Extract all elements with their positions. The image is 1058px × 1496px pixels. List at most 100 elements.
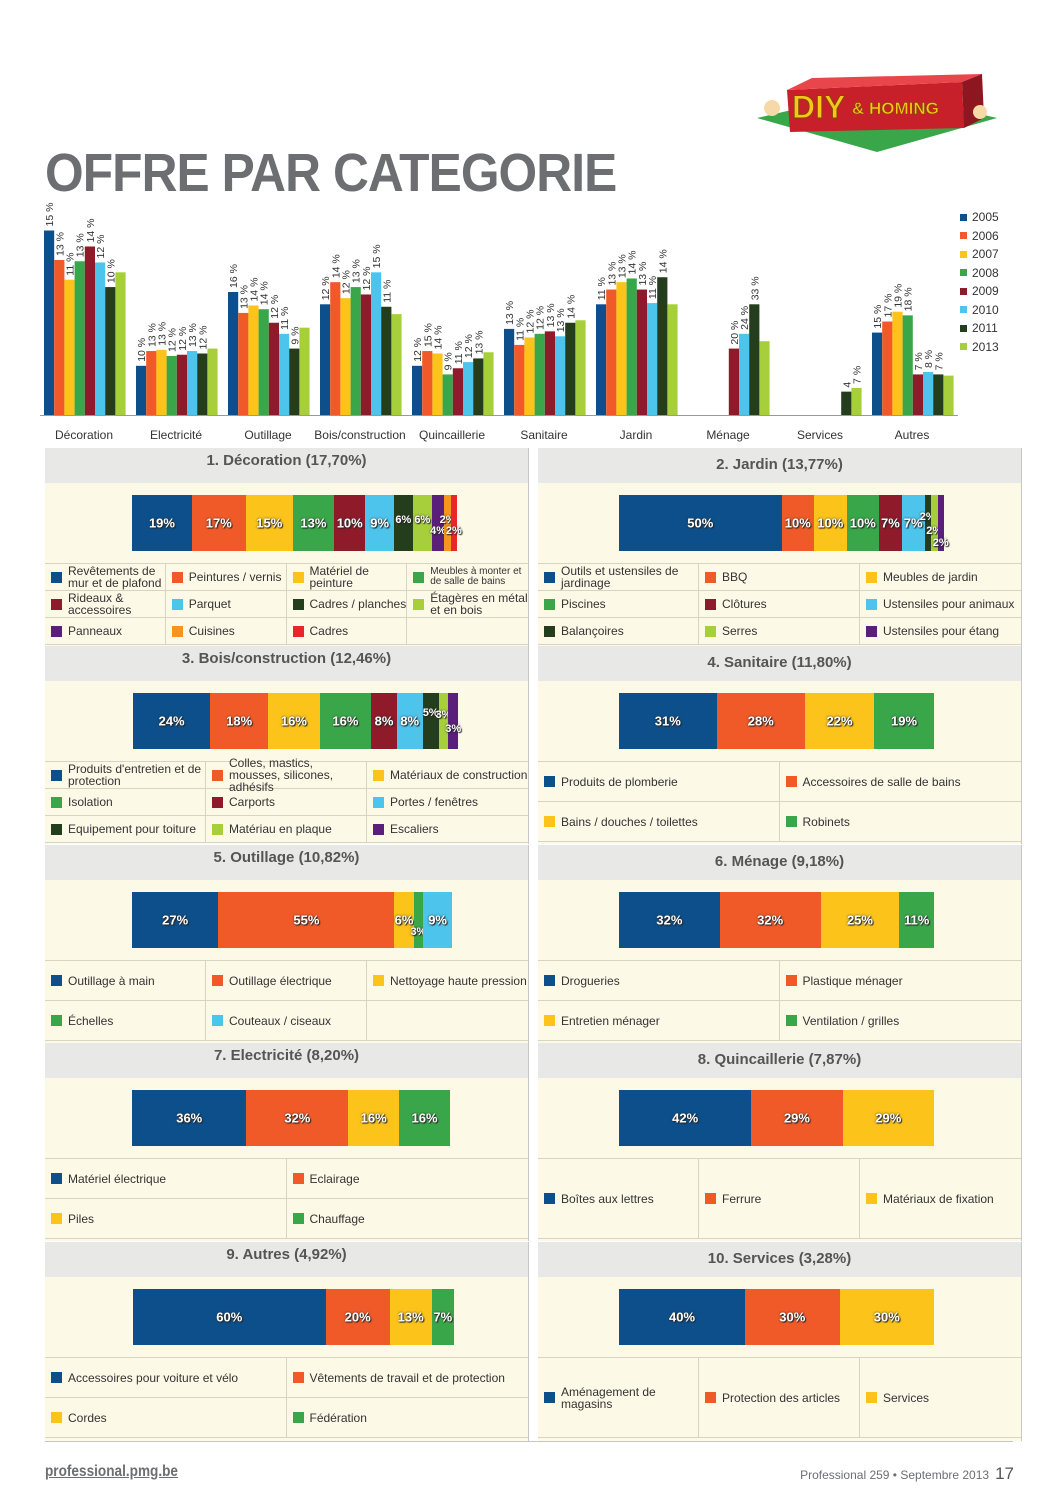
legend-row: Panneaux Cuisines Cadres: [45, 618, 528, 645]
bar-Electricité-2011: [197, 353, 208, 415]
segment-label: 30%: [873, 1309, 900, 1325]
legend-cell: Serres: [699, 618, 860, 644]
legend-text: Cadres: [309, 624, 349, 638]
bar-data-label: 15 %: [422, 323, 434, 347]
legend-swatch: [51, 1213, 62, 1224]
legend-cell: Clôtures: [699, 591, 860, 617]
segment-label: 22%: [826, 713, 853, 729]
bar-data-label: 24 %: [739, 306, 751, 330]
bar-Electricité-2010: [187, 351, 198, 415]
footer-site-link[interactable]: professional.pmg.be: [45, 1463, 178, 1480]
legend-swatch: [960, 306, 967, 314]
segment-label: 16%: [411, 1110, 438, 1126]
legend-cell: Robinets: [780, 802, 1022, 841]
legend-text: Matériel électrique: [68, 1171, 167, 1186]
bar-data-label: 11 %: [279, 307, 291, 330]
legend-item-2008: 2008: [960, 264, 999, 283]
chart-legend: 2005 2006 2007 2008 2009 2010 2011 2013: [960, 208, 999, 356]
panel-electricite: 7. Electricité (8,20%) 36% 32% 16% 16% Matéri…: [45, 1043, 529, 1241]
bar-segment: [839, 1289, 934, 1345]
legend-swatch: [51, 625, 62, 637]
category-label: Services: [796, 428, 843, 442]
legend-text: Services: [883, 1390, 930, 1405]
bar-data-label: 19 %: [893, 284, 905, 308]
legend-cell: BBQ: [699, 564, 860, 590]
bar-Electricité-2006: [146, 351, 157, 415]
bar-Décoration-2005: [44, 230, 55, 415]
bar-data-label: 12 %: [463, 334, 475, 358]
bar-Electricité-2007: [156, 349, 167, 415]
legend-swatch: [705, 1392, 716, 1403]
legend-text: Produits d'entretien et de protection: [68, 762, 202, 788]
legend-swatch: [373, 769, 384, 781]
bar-segment: [132, 495, 192, 551]
bar-Bois/construction-2005: [320, 304, 331, 415]
bar-segment: [413, 892, 424, 948]
bar-segment: [438, 693, 449, 749]
category-label: Quincaillerie: [418, 428, 486, 442]
legend-label: 2005: [972, 210, 999, 225]
bar-data-label: 12 %: [361, 267, 373, 291]
segment-label: 16%: [360, 1110, 387, 1126]
legend-swatch: [292, 1173, 304, 1184]
bar-data-label: 13 %: [187, 323, 199, 347]
bar-Services-2013: [851, 387, 862, 415]
segment-label: 10%: [817, 515, 844, 531]
segment-label: 10%: [336, 515, 363, 531]
bar-data-label: 14 %: [433, 326, 445, 350]
legend-swatch: [705, 1193, 716, 1204]
panel-title: 1. Décoration (17,70%): [45, 448, 528, 483]
legend-swatch: [544, 598, 555, 610]
bar-segment: [133, 693, 211, 749]
page-title: OFFRE PAR CATEGORIE: [45, 143, 617, 203]
legend-cell: Ustensiles pour étang: [860, 618, 1021, 644]
bar-segment: [901, 495, 925, 551]
bar-Décoration-2006: [54, 260, 65, 415]
bar-segment: [924, 495, 931, 551]
legend-text: Vêtements de travail et de protection: [309, 1370, 505, 1385]
stacked-bar-zone: 32% 32% 25% 11%: [538, 880, 1021, 960]
bar-Autres-2007: [892, 311, 903, 415]
segment-label: 7%: [433, 1309, 453, 1325]
legend-swatch: [51, 769, 62, 781]
bar-Décoration-2008: [74, 261, 85, 415]
legend-cell: Colles, mastics, mousses, silicones, adh…: [206, 757, 367, 793]
bar-segment: [393, 495, 413, 551]
bar-segment: [396, 693, 423, 749]
bar-data-label: 14 %: [627, 251, 639, 275]
legend-swatch: [373, 975, 384, 986]
category-label: Bois/construction: [314, 428, 406, 442]
legend-cell: Outillage électrique: [206, 961, 367, 1000]
legend-cell: [367, 1001, 528, 1040]
bar-segment: [842, 1090, 934, 1146]
page-number: 17: [995, 1464, 1014, 1483]
category-label: Décoration: [54, 428, 114, 442]
legend-cell: Plastique ménager: [780, 961, 1022, 1000]
bar-Autres-2013: [943, 375, 954, 415]
bar-segment: [325, 1289, 390, 1345]
bar-Jardin-2006: [606, 289, 617, 415]
legend-cell: Produits d'entretien et de protection: [45, 762, 206, 788]
bar-Bois/construction-2006: [330, 282, 341, 415]
bar-data-label: 14 %: [249, 278, 261, 302]
legend-text: Cadres / planches: [309, 597, 407, 611]
bar-segment: [444, 495, 451, 551]
bar-Quincaillerie-2006: [422, 351, 433, 415]
legend-cell: Peintures / vernis: [166, 564, 287, 590]
legend-swatch: [413, 598, 425, 610]
bar-data-label: 11 %: [647, 276, 659, 299]
bar-data-label: 14 %: [330, 254, 342, 278]
bar-Bois/construction-2008: [350, 287, 361, 415]
stacked-bar: 27% 55% 6% 3% 9%: [132, 892, 452, 948]
bar-Quincaillerie-2009: [452, 368, 463, 415]
legend-row: Matériel électrique Eclairage: [45, 1159, 528, 1199]
segment-label: 27%: [162, 912, 189, 928]
bar-segment: [132, 1090, 247, 1146]
legend-label: 2006: [972, 228, 999, 243]
legend-swatch: [212, 975, 223, 986]
legend-text: Plastique ménager: [802, 973, 903, 988]
panel-legend: Boîtes aux lettres Ferrure Matériaux de fi…: [538, 1158, 1021, 1239]
bar-data-label: 13 %: [617, 254, 629, 278]
legend-row: Balançoires Serres Ustensiles pour étang: [538, 618, 1021, 645]
bar-segment: [431, 495, 445, 551]
